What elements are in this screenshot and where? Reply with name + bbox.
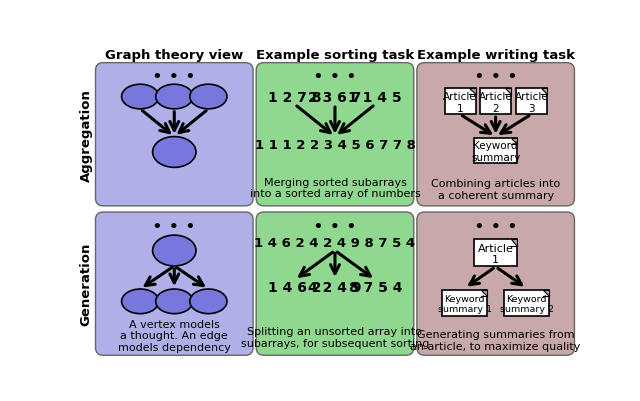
Text: Generating summaries from
an article, to maximize quality: Generating summaries from an article, to… [410,329,581,351]
Text: 8 7 5 4: 8 7 5 4 [349,281,402,295]
Text: Keyword
summary: Keyword summary [471,141,520,162]
Text: 4 2 4 9: 4 2 4 9 [308,281,362,295]
FancyBboxPatch shape [504,290,549,316]
Text: Article
3: Article 3 [515,92,548,113]
Text: • • •: • • • [474,68,518,86]
Polygon shape [481,290,487,297]
Polygon shape [511,240,517,246]
Text: Example sorting task: Example sorting task [256,49,414,61]
FancyBboxPatch shape [474,240,517,267]
Polygon shape [481,290,487,297]
Polygon shape [511,240,517,246]
Polygon shape [543,290,549,297]
FancyBboxPatch shape [445,89,476,115]
FancyBboxPatch shape [480,89,511,115]
Text: Article
2: Article 2 [479,92,513,113]
Text: Generation: Generation [80,242,93,326]
Ellipse shape [122,289,159,314]
Ellipse shape [190,85,227,109]
Text: Merging sorted subarrays
into a sorted array of numbers: Merging sorted subarrays into a sorted a… [250,177,420,198]
Ellipse shape [152,137,196,168]
FancyBboxPatch shape [95,213,253,355]
FancyBboxPatch shape [442,290,487,316]
Text: Article
1: Article 1 [477,243,513,265]
Polygon shape [469,89,476,95]
FancyBboxPatch shape [516,89,547,115]
FancyBboxPatch shape [474,138,517,164]
FancyBboxPatch shape [95,63,253,207]
Text: Combining articles into
a coherent summary: Combining articles into a coherent summa… [431,179,560,200]
Text: 1 4 6 2: 1 4 6 2 [268,281,321,295]
FancyBboxPatch shape [256,63,414,207]
Text: • • •: • • • [313,68,357,86]
FancyBboxPatch shape [417,63,575,207]
Polygon shape [511,138,517,144]
Ellipse shape [152,235,196,266]
Polygon shape [469,89,476,95]
Text: • • •: • • • [474,217,518,235]
Polygon shape [541,89,547,95]
Text: 1 4 6 2 4 2 4 9 8 7 5 4: 1 4 6 2 4 2 4 9 8 7 5 4 [255,237,415,250]
Polygon shape [543,290,549,297]
Text: 1 2 7 8: 1 2 7 8 [268,90,321,104]
Polygon shape [511,138,517,144]
Polygon shape [505,89,511,95]
Text: Graph theory view: Graph theory view [105,49,243,61]
Polygon shape [541,89,547,95]
Ellipse shape [122,85,159,109]
Text: Keyword
summary 2: Keyword summary 2 [500,294,554,314]
Ellipse shape [156,85,193,109]
Text: 1 1 1 2 2 3 4 5 6 7 7 8: 1 1 1 2 2 3 4 5 6 7 7 8 [255,138,415,152]
FancyBboxPatch shape [256,213,414,355]
Text: • • •: • • • [313,217,357,235]
Ellipse shape [156,289,193,314]
Text: Article
1: Article 1 [443,92,477,113]
Text: A vertex models
a thought. An edge
models dependency: A vertex models a thought. An edge model… [118,319,231,352]
Text: 1 1 4 5: 1 1 4 5 [348,90,402,104]
Text: Aggregation: Aggregation [80,89,93,181]
Text: • • •: • • • [152,217,196,235]
Text: 2 3 6 7: 2 3 6 7 [308,90,362,104]
Polygon shape [505,89,511,95]
Text: Example writing task: Example writing task [417,49,575,61]
Ellipse shape [190,289,227,314]
FancyBboxPatch shape [417,213,575,355]
Text: • • •: • • • [152,68,196,86]
Text: Keyword
summary 1: Keyword summary 1 [438,294,492,314]
Text: Splitting an unsorted array into
subarrays, for subsequent sorting: Splitting an unsorted array into subarra… [241,326,429,348]
